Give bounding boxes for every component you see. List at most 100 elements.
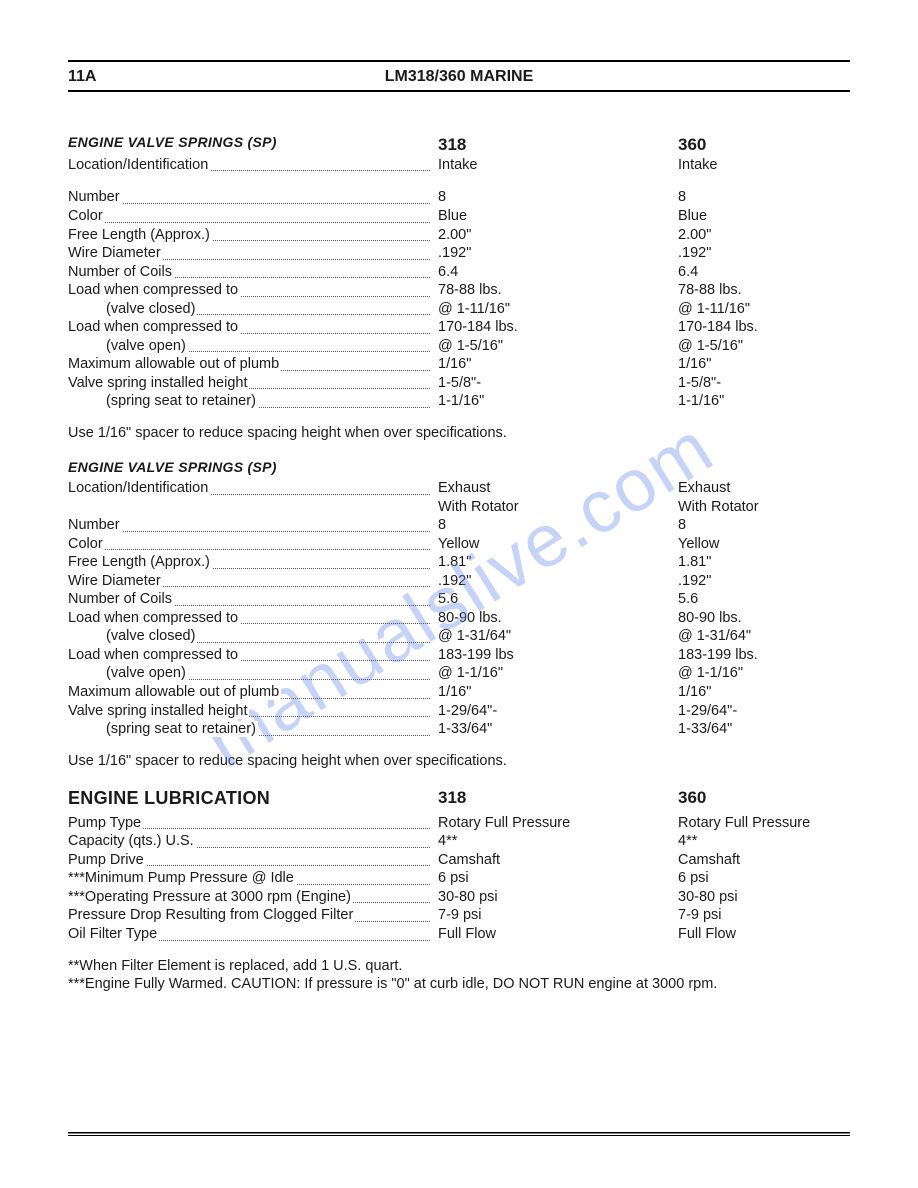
spec-value-318: 4**	[438, 832, 678, 851]
spec-value-318: Blue	[438, 207, 678, 226]
section1-col318: 318	[438, 134, 678, 156]
spec-label: Pump Drive	[68, 851, 438, 870]
spec-label: Location/Identification	[68, 479, 438, 498]
section1-col360: 360	[678, 134, 850, 156]
spec-value-318: 6 psi	[438, 869, 678, 888]
spec-value-360: 1/16"	[678, 683, 850, 702]
spec-label: Wire Diameter	[68, 244, 438, 263]
spec-label: (valve closed)	[68, 627, 438, 646]
spec-label: Valve spring installed height	[68, 374, 438, 393]
spec-label: Load when compressed to	[68, 281, 438, 300]
spec-label: Free Length (Approx.)	[68, 553, 438, 572]
spec-value-318: 80-90 lbs.	[438, 609, 678, 628]
spec-value-360: 8	[678, 188, 850, 207]
section3-footnote1: **When Filter Element is replaced, add 1…	[68, 958, 850, 974]
spec-label: Maximum allowable out of plumb	[68, 683, 438, 702]
spec-label: Maximum allowable out of plumb	[68, 355, 438, 374]
spec-value-318: @ 1-31/64"	[438, 627, 678, 646]
spec-value-360: 6.4	[678, 263, 850, 282]
section2-rows: Location/IdentificationExhaustExhaustWit…	[68, 479, 850, 739]
spec-value-318: 183-199 lbs	[438, 646, 678, 665]
page-number: 11A	[68, 68, 118, 86]
spec-value-360: 183-199 lbs.	[678, 646, 850, 665]
spec-value-360: @ 1-31/64"	[678, 627, 850, 646]
spec-value-360: @ 1-11/16"	[678, 300, 850, 319]
spec-label: Load when compressed to	[68, 318, 438, 337]
spec-value-360: 8	[678, 516, 850, 535]
header-rule-top	[68, 60, 850, 62]
spec-value-318: Intake	[438, 156, 678, 175]
spec-value-360: 5.6	[678, 590, 850, 609]
spec-value-360: 78-88 lbs.	[678, 281, 850, 300]
spec-label: Number	[68, 516, 438, 535]
spec-label: Pump Type	[68, 814, 438, 833]
spec-value-318: 8	[438, 188, 678, 207]
spec-label: (spring seat to retainer)	[68, 392, 438, 411]
page-title: LM318/360 MARINE	[118, 68, 850, 86]
spec-value-318: 6.4	[438, 263, 678, 282]
spec-value-360: Yellow	[678, 535, 850, 554]
spec-value-360: Camshaft	[678, 851, 850, 870]
spec-value-360: 6 psi	[678, 869, 850, 888]
spec-value-360: @ 1-5/16"	[678, 337, 850, 356]
section3-footnote2: ***Engine Fully Warmed. CAUTION: If pres…	[68, 976, 850, 992]
spec-label: Load when compressed to	[68, 646, 438, 665]
spec-value-318: Rotary Full Pressure	[438, 814, 678, 833]
spec-value-318: With Rotator	[438, 498, 678, 517]
section2-note: Use 1/16" spacer to reduce spacing heigh…	[68, 753, 850, 769]
spec-label: (spring seat to retainer)	[68, 720, 438, 739]
spec-value-360: Intake	[678, 156, 850, 175]
spec-value-360: 30-80 psi	[678, 888, 850, 907]
spec-value-318: @ 1-11/16"	[438, 300, 678, 319]
spec-value-318: 1-33/64"	[438, 720, 678, 739]
spec-value-318: @ 1-1/16"	[438, 664, 678, 683]
spec-value-360: 7-9 psi	[678, 906, 850, 925]
spec-value-360: 1/16"	[678, 355, 850, 374]
spec-value-360: .192"	[678, 572, 850, 591]
section3-rows: Pump TypeRotary Full PressureRotary Full…	[68, 814, 850, 944]
section3-col318: 318	[438, 787, 678, 814]
spec-value-360: With Rotator	[678, 498, 850, 517]
spec-label: Number of Coils	[68, 590, 438, 609]
spec-label: Load when compressed to	[68, 609, 438, 628]
spec-value-318: .192"	[438, 244, 678, 263]
spec-label: Number	[68, 188, 438, 207]
spec-value-360: 80-90 lbs.	[678, 609, 850, 628]
spec-value-360: 1-5/8"-	[678, 374, 850, 393]
section3-header-row: ENGINE LUBRICATION 318 360	[68, 787, 850, 814]
spec-label: Capacity (qts.) U.S.	[68, 832, 438, 851]
section1-rows: Location/IdentificationIntakeIntakeNumbe…	[68, 156, 850, 411]
spec-value-318: 5.6	[438, 590, 678, 609]
spec-value-318: .192"	[438, 572, 678, 591]
spec-label: Location/Identification	[68, 156, 438, 175]
spec-value-318: 1/16"	[438, 355, 678, 374]
spec-label: ***Minimum Pump Pressure @ Idle	[68, 869, 438, 888]
spec-value-318: 1-1/16"	[438, 392, 678, 411]
section1-note: Use 1/16" spacer to reduce spacing heigh…	[68, 425, 850, 441]
section2-heading: ENGINE VALVE SPRINGS (SP)	[68, 459, 850, 475]
spec-value-318: 2.00"	[438, 226, 678, 245]
section1-header-row: ENGINE VALVE SPRINGS (SP) 318 360	[68, 134, 850, 156]
spec-value-360: .192"	[678, 244, 850, 263]
spec-label: (valve open)	[68, 664, 438, 683]
section3-heading: ENGINE LUBRICATION	[68, 787, 438, 810]
spec-label: Free Length (Approx.)	[68, 226, 438, 245]
spec-label: Wire Diameter	[68, 572, 438, 591]
spec-value-318: @ 1-5/16"	[438, 337, 678, 356]
spec-label	[68, 498, 438, 517]
header-rule-bottom	[68, 90, 850, 92]
spec-value-318: 170-184 lbs.	[438, 318, 678, 337]
spec-value-318: 1-29/64"-	[438, 702, 678, 721]
spec-label: (valve open)	[68, 337, 438, 356]
spec-value-360: 1-1/16"	[678, 392, 850, 411]
spec-label: Pressure Drop Resulting from Clogged Fil…	[68, 906, 438, 925]
spec-value-318: 30-80 psi	[438, 888, 678, 907]
spec-value-360: 4**	[678, 832, 850, 851]
spec-label: ***Operating Pressure at 3000 rpm (Engin…	[68, 888, 438, 907]
spec-value-360: Full Flow	[678, 925, 850, 944]
spec-value-318: 1.81"	[438, 553, 678, 572]
spec-value-318: 1-5/8"-	[438, 374, 678, 393]
spec-value-318: Full Flow	[438, 925, 678, 944]
spec-value-318: Yellow	[438, 535, 678, 554]
spec-value-360: Exhaust	[678, 479, 850, 498]
